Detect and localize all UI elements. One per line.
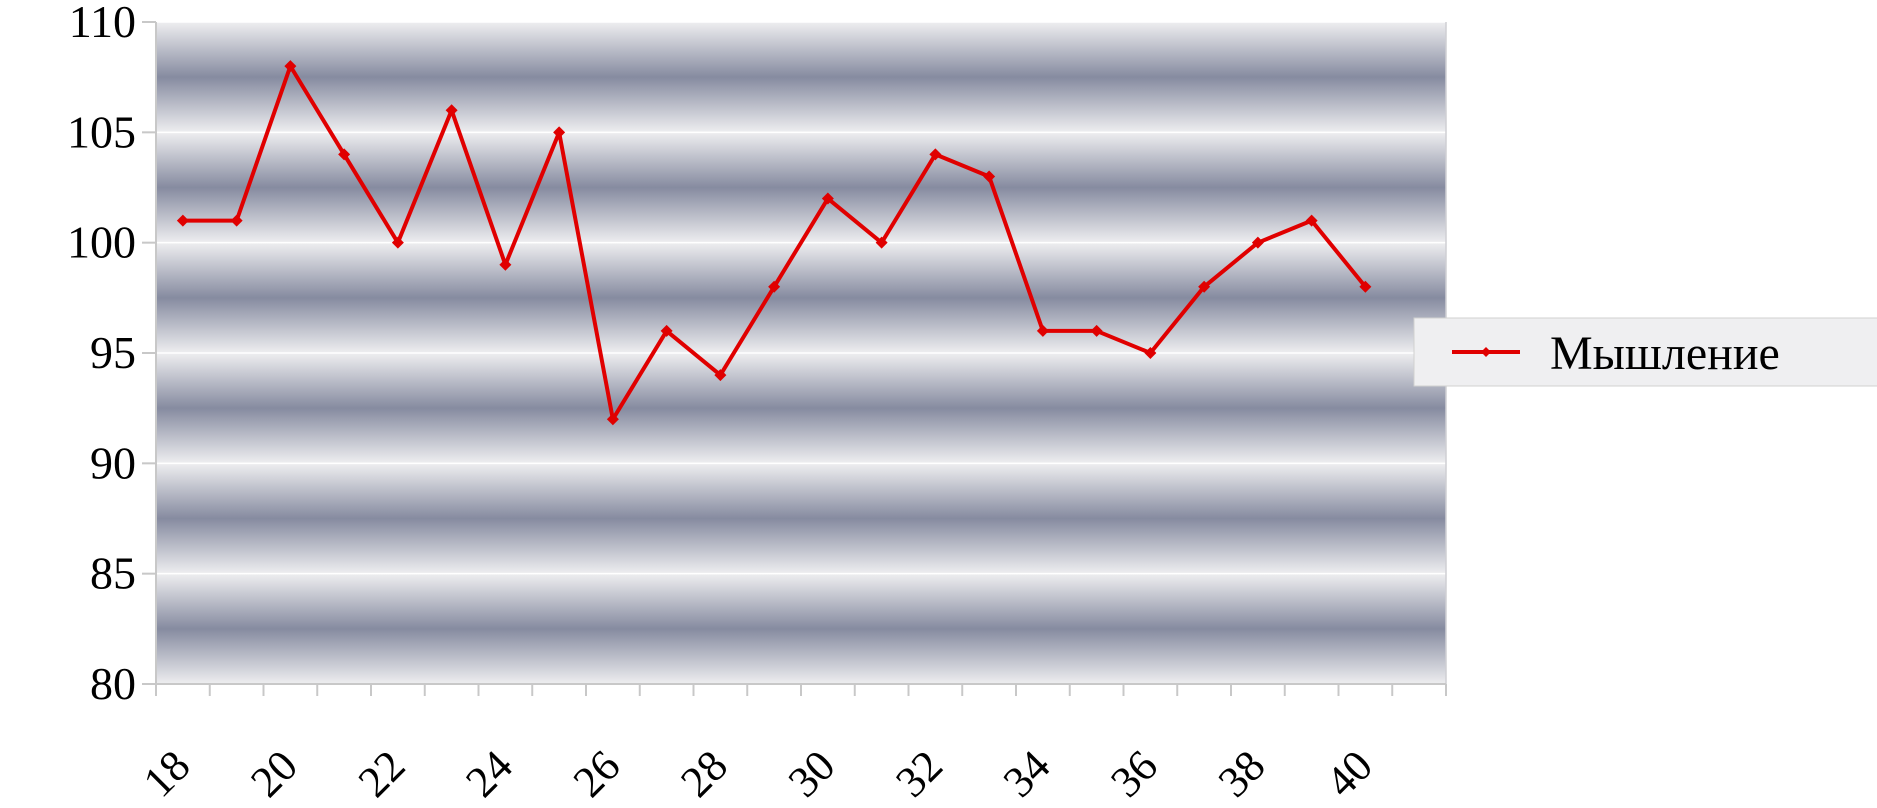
y-tick-label: 80 — [90, 658, 136, 709]
plot-band — [156, 22, 1446, 133]
x-tick-label: 28 — [671, 741, 737, 807]
y-tick-labels: 80 85 90 95 100 105 110 — [67, 0, 136, 709]
data-point — [1144, 347, 1157, 359]
y-tick-label: 95 — [90, 327, 136, 378]
x-tick-label: 20 — [241, 741, 307, 807]
plot-background — [156, 22, 1446, 684]
x-tick-label: 38 — [1209, 741, 1275, 807]
data-point — [391, 236, 404, 249]
data-point — [875, 236, 888, 249]
y-tick-label: 100 — [67, 217, 136, 268]
x-tick-label: 22 — [349, 741, 415, 807]
legend-label: Мышление — [1550, 327, 1780, 380]
data-point — [929, 148, 942, 161]
data-point — [660, 324, 673, 337]
data-point — [1036, 324, 1049, 337]
x-tick-label: 18 — [134, 741, 200, 807]
data-point — [338, 148, 351, 161]
y-tick-label: 85 — [90, 548, 136, 599]
x-tick-labels: 18 20 22 24 26 28 30 32 34 36 38 40 — [134, 741, 1382, 807]
x-tick-label: 24 — [456, 741, 522, 807]
data-point — [1359, 280, 1372, 293]
plot-band — [156, 353, 1446, 464]
data-point — [1198, 280, 1211, 293]
data-point — [176, 214, 189, 227]
data-point — [1251, 236, 1264, 249]
x-tick-label: 32 — [886, 741, 952, 807]
data-point — [606, 413, 619, 426]
plot-band — [156, 242, 1446, 353]
data-point — [714, 369, 727, 382]
x-tick-label: 30 — [779, 741, 845, 807]
data-point — [1090, 324, 1103, 337]
data-point — [284, 60, 297, 73]
data-point — [445, 104, 458, 117]
legend-marker — [1481, 347, 1491, 357]
data-point — [499, 258, 512, 271]
y-tick-label: 110 — [69, 0, 136, 47]
data-point — [821, 192, 834, 205]
x-tick-label: 36 — [1101, 741, 1167, 807]
x-tick-label: 34 — [994, 741, 1060, 807]
data-point — [768, 280, 781, 293]
legend: Мышление — [1413, 317, 1877, 387]
data-point — [983, 170, 996, 183]
plot-band — [156, 463, 1446, 574]
series-line-group — [176, 60, 1372, 426]
data-point — [553, 126, 566, 139]
axes — [142, 21, 1447, 696]
data-point — [1305, 214, 1318, 227]
x-tick-label: 40 — [1316, 741, 1382, 807]
plot-band — [156, 573, 1446, 684]
data-point — [230, 214, 243, 227]
y-tick-label: 90 — [90, 437, 136, 488]
x-tick-label: 26 — [564, 741, 630, 807]
y-tick-label: 105 — [67, 106, 136, 157]
plot-band — [156, 132, 1446, 243]
